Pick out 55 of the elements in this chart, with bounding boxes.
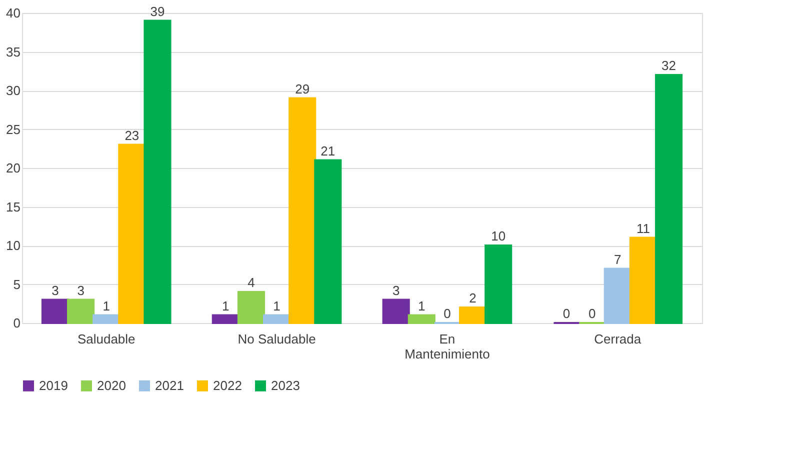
legend-label: 2021 xyxy=(155,378,184,393)
y-tick-label: 15 xyxy=(6,199,20,214)
bar xyxy=(67,298,95,324)
legend-label: 2023 xyxy=(271,378,300,393)
legend-label: 2022 xyxy=(213,378,242,393)
bar xyxy=(288,97,316,324)
data-label: 1 xyxy=(222,298,230,314)
data-label: 23 xyxy=(124,128,140,143)
y-tick-label: 40 xyxy=(6,6,20,20)
data-label: 1 xyxy=(273,298,280,314)
data-label: 39 xyxy=(150,4,165,19)
bar xyxy=(629,236,657,324)
data-label: 3 xyxy=(52,282,59,298)
bar xyxy=(408,314,436,324)
x-tick-label: Cerrada xyxy=(594,332,642,346)
data-label: 29 xyxy=(295,81,310,96)
data-label: 32 xyxy=(662,58,676,73)
bar xyxy=(458,306,487,324)
bar xyxy=(212,314,240,324)
data-label: 11 xyxy=(636,220,650,236)
bar xyxy=(382,298,410,324)
data-label: 1 xyxy=(418,298,426,314)
data-label: 1 xyxy=(102,298,110,314)
bar xyxy=(41,298,70,324)
data-label: 0 xyxy=(444,306,451,321)
y-tick-label: 10 xyxy=(6,238,20,253)
y-tick-label: 35 xyxy=(6,44,20,60)
data-label: 21 xyxy=(320,143,336,158)
bar xyxy=(118,144,146,324)
bar xyxy=(92,314,120,324)
y-tick-label: 30 xyxy=(6,83,20,98)
bar xyxy=(604,268,632,324)
data-label: 10 xyxy=(491,228,506,244)
data-label: 0 xyxy=(562,306,570,321)
data-label: 7 xyxy=(614,252,622,267)
legend-label: 2019 xyxy=(39,378,68,393)
x-tick-label: Saludable xyxy=(77,332,136,346)
x-tick-label: No Saludable xyxy=(238,332,316,346)
data-label: 0 xyxy=(588,306,596,321)
bar xyxy=(314,159,342,324)
data-label: 3 xyxy=(77,282,84,298)
legend-label: 2020 xyxy=(97,378,126,393)
y-tick-label: 0 xyxy=(13,316,20,330)
y-tick-label: 20 xyxy=(6,160,20,176)
data-label: 2 xyxy=(469,290,476,306)
bar xyxy=(263,314,291,324)
data-label: 3 xyxy=(392,282,400,298)
bar xyxy=(237,291,266,324)
bar xyxy=(144,20,172,324)
bar xyxy=(654,74,683,324)
data-label: 4 xyxy=(248,275,255,290)
y-tick-label: 5 xyxy=(13,276,20,292)
y-tick-label: 25 xyxy=(6,122,20,137)
bar xyxy=(484,244,512,324)
x-tick-label: En Mantenimiento xyxy=(404,332,490,362)
